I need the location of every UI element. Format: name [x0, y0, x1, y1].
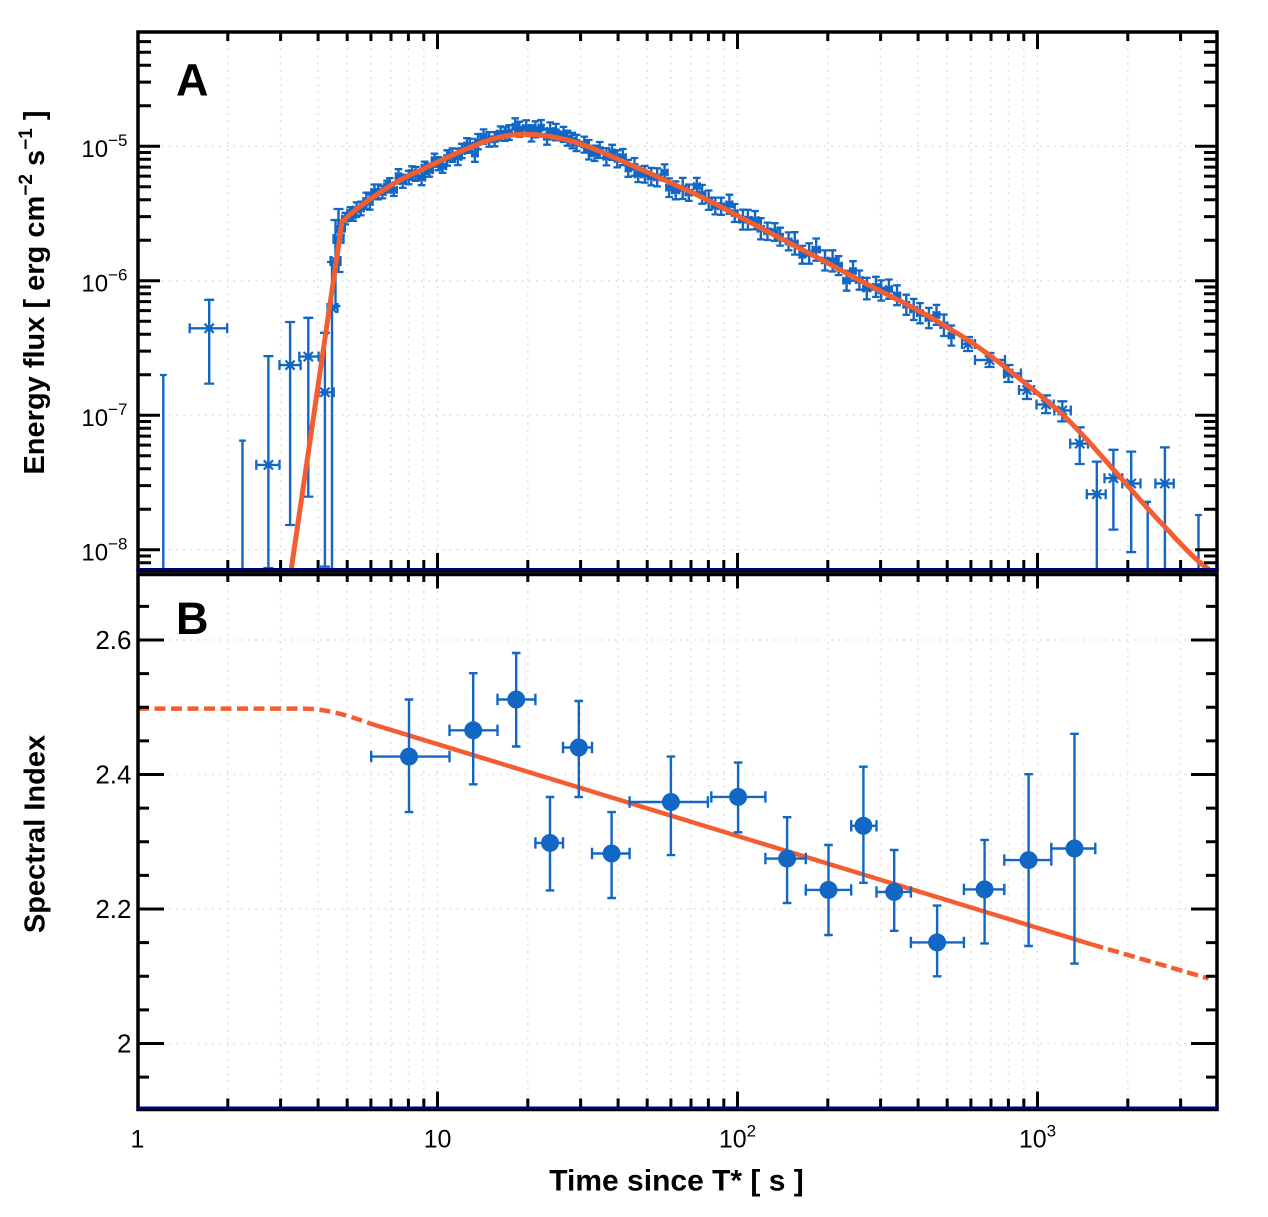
svg-text:2.4: 2.4	[95, 760, 131, 790]
svg-text:10: 10	[424, 1126, 452, 1154]
svg-text:2.2: 2.2	[95, 894, 131, 924]
svg-text:Spectral Index: Spectral Index	[20, 735, 52, 933]
svg-text:2.6: 2.6	[95, 625, 131, 655]
svg-text:A: A	[176, 55, 209, 106]
svg-text:Energy flux [ erg cm−2 s−1 ]: Energy flux [ erg cm−2 s−1 ]	[16, 110, 51, 474]
svg-text:10−8: 10−8	[81, 535, 127, 567]
svg-text:1: 1	[131, 1126, 145, 1154]
svg-text:Time since T* [ s ]: Time since T* [ s ]	[549, 1165, 804, 1198]
svg-text:B: B	[176, 593, 209, 644]
svg-text:2: 2	[117, 1029, 131, 1059]
